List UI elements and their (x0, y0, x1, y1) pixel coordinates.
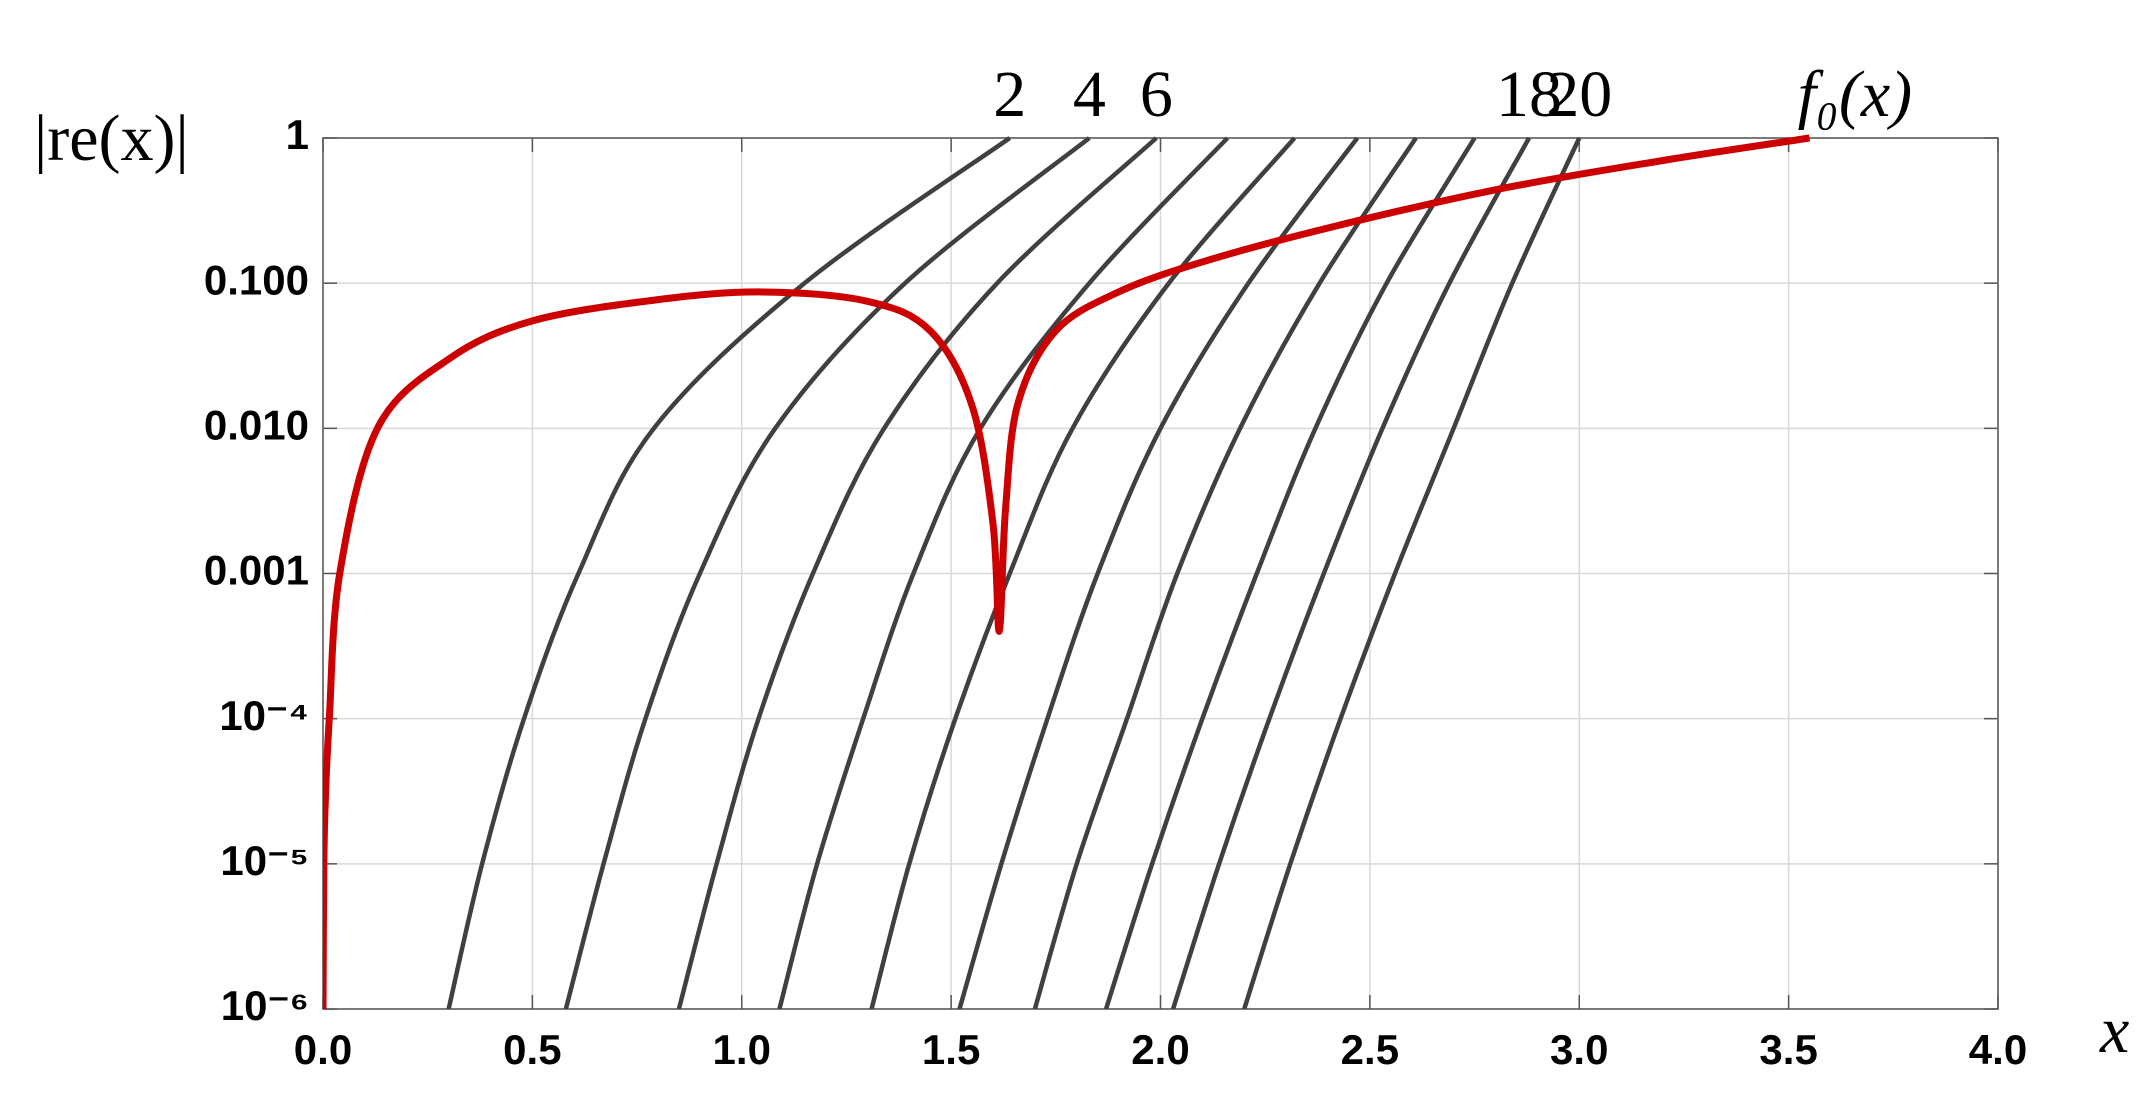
y-axis-label: |re(x)| (34, 102, 189, 175)
series-line (957, 136, 1360, 1009)
x-tick-label: 2.5 (1341, 1026, 1399, 1073)
x-tick-label: 3.0 (1550, 1026, 1608, 1073)
series-label: 2 (993, 58, 1026, 131)
x-tick-label: 4.0 (1969, 1026, 2027, 1073)
y-tick-label: 1 (286, 111, 309, 158)
x-axis-label: x (2099, 994, 2129, 1067)
y-tick-label: 0.010 (204, 401, 309, 448)
x-tick-label: 2.0 (1131, 1026, 1189, 1073)
series-line (1103, 136, 1477, 1009)
series-label: 4 (1073, 58, 1106, 131)
x-tick-label: 1.5 (922, 1026, 980, 1073)
x-tick-label: 0.0 (294, 1026, 352, 1073)
y-tick-label: 0.001 (204, 547, 309, 594)
series-line (1242, 137, 1582, 1009)
series-line (563, 136, 1091, 1009)
series-label: f₀(x) (1798, 58, 1913, 131)
series-label: 20 (1546, 58, 1612, 131)
x-tick-label: 1.0 (713, 1026, 771, 1073)
series-label: 6 (1140, 58, 1173, 131)
y-tick-label: 10⁻⁴ (219, 692, 309, 739)
y-tick-label: 10⁻⁶ (221, 982, 309, 1029)
plot-area (323, 134, 1811, 1009)
plot-frame (322, 137, 1999, 1010)
series-line (1032, 136, 1418, 1009)
series-line (1170, 136, 1531, 1009)
y-tick-label: 10⁻⁵ (220, 837, 309, 884)
y-tick-label: 0.100 (204, 256, 309, 303)
series-line (777, 136, 1230, 1009)
series-line (676, 136, 1158, 1009)
x-tick-label: 0.5 (503, 1026, 561, 1073)
series-line (323, 134, 1811, 1009)
x-tick-label: 3.5 (1759, 1026, 1817, 1073)
series-label: 18 (1496, 58, 1562, 131)
series-line (869, 136, 1297, 1009)
series-line (446, 136, 1012, 1009)
